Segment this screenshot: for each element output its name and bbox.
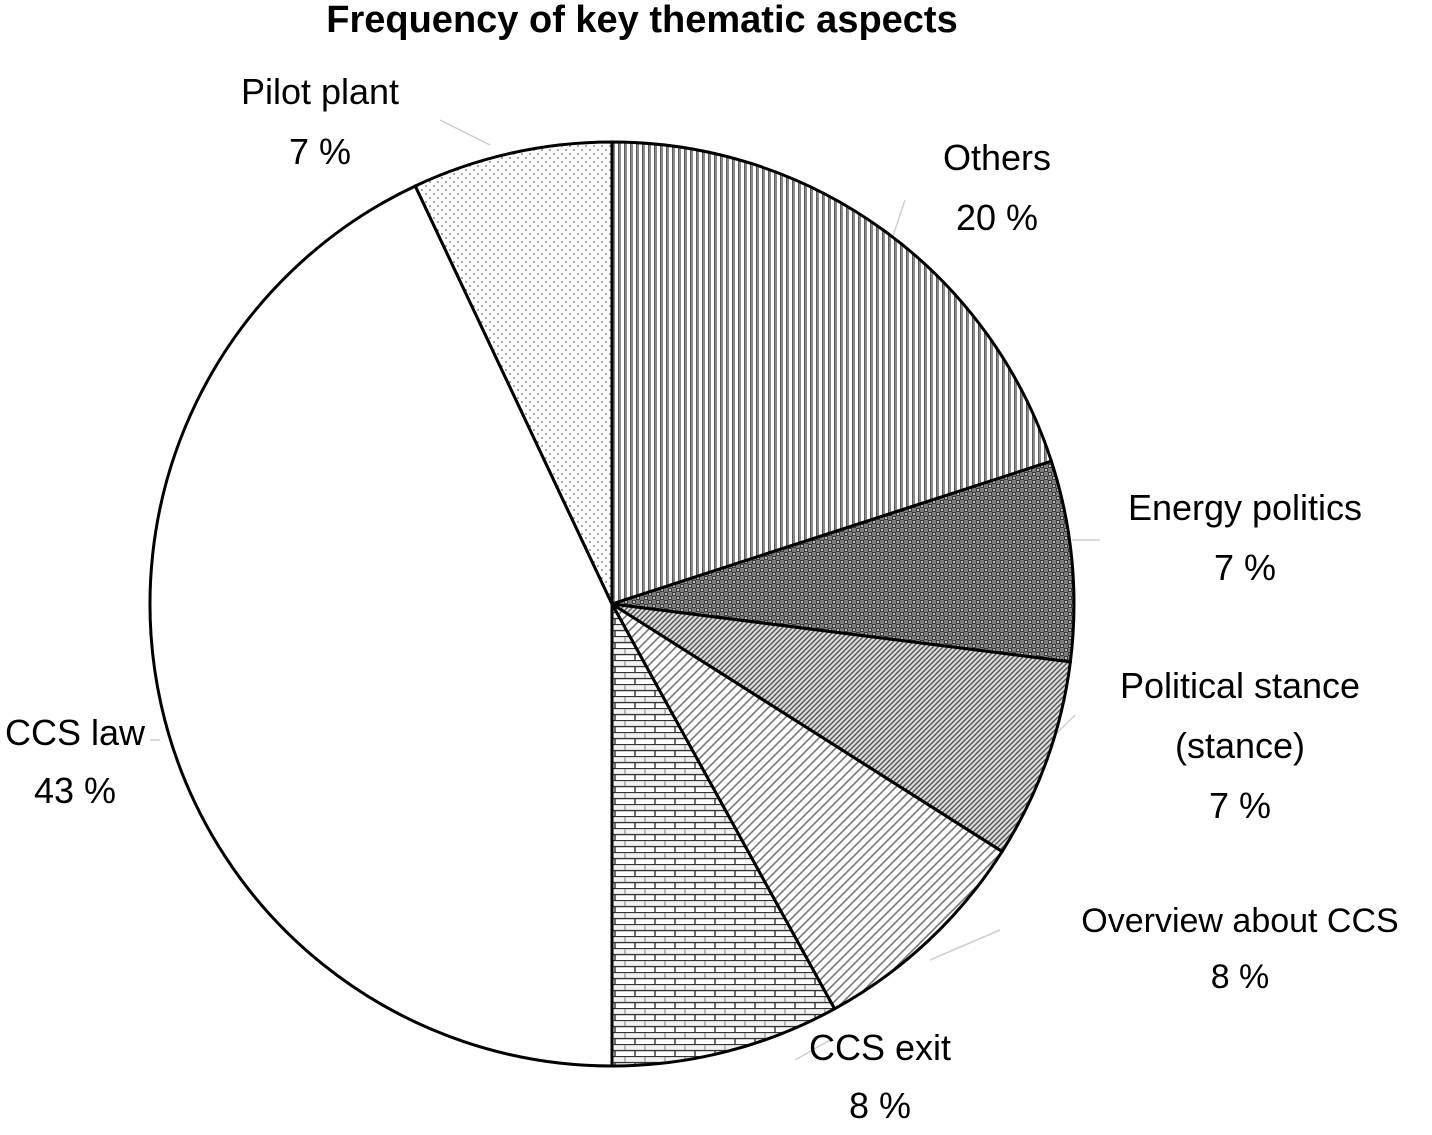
slice-value-label: 8 %	[849, 1085, 911, 1126]
slice-label: CCS exit 8 %	[809, 1027, 951, 1126]
slice-value-label: 20 %	[956, 197, 1038, 238]
pie-slice-energy-politics	[610, 459, 1076, 664]
slice-label: Pilot plant 7 %	[241, 71, 399, 172]
slice-value-label: 7 %	[289, 131, 351, 172]
slice-labels: Others 20 %Energy politics 7 %Political st…	[5, 71, 1399, 1126]
slice-name-label: Pilot plant	[241, 71, 399, 112]
slice-value-label: 7 %	[1214, 547, 1276, 588]
leader-line	[929, 929, 1001, 961]
slice-label: Overview about CCS 8 %	[1081, 902, 1398, 996]
pie-slice-ccs-law	[148, 184, 614, 1068]
slice-value-label: 43 %	[34, 770, 116, 811]
leader-line	[794, 1039, 831, 1061]
slice-value-label: 8 %	[1211, 958, 1270, 996]
slice-name-label: CCS law	[5, 712, 146, 753]
pie-slice-ccs-exit	[610, 602, 837, 1068]
chart-title: Frequency of key thematic aspects	[326, 0, 957, 41]
slice-name-label: Political stance	[1120, 665, 1360, 706]
slice-label: Energy politics 7 %	[1128, 487, 1362, 588]
pie-slice-others	[610, 140, 1053, 606]
slice-name-label: Energy politics	[1128, 487, 1362, 528]
slice-label: Political stance (stance) 7 %	[1120, 665, 1360, 826]
pie-slices	[148, 140, 1076, 1068]
slice-name-label: (stance)	[1175, 725, 1305, 766]
slice-label: Others 20 %	[943, 137, 1051, 238]
slice-name-label: Overview about CCS	[1081, 902, 1398, 940]
slice-name-label: CCS exit	[809, 1027, 951, 1068]
slice-name-label: Others	[943, 137, 1051, 178]
leader-line	[439, 119, 491, 146]
pie-slice-political-stance-stance	[610, 602, 1072, 854]
pie-slice-overview-about-ccs	[610, 602, 1004, 1011]
slice-label: CCS law 43 %	[5, 712, 146, 811]
slice-value-label: 7 %	[1209, 785, 1271, 826]
pie-slice-pilot-plant	[413, 140, 614, 606]
